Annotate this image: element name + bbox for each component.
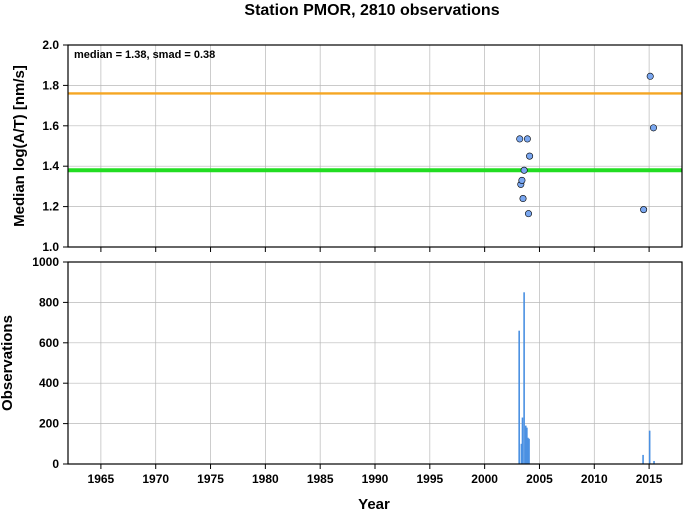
data-point <box>524 210 532 218</box>
median-x-ticks <box>100 247 650 252</box>
data-point <box>526 152 534 160</box>
observation-bar <box>527 437 529 464</box>
observations-y-tick-label: 800 <box>39 295 59 309</box>
chart-title: Station PMOR, 2810 observations <box>244 2 499 19</box>
median-y-tick-label: 2.0 <box>42 38 59 52</box>
median-y-tick-label: 1.8 <box>42 78 59 92</box>
x-tick-label: 1985 <box>307 472 334 486</box>
stats-annotation: median = 1.38, smad = 0.38 <box>74 49 215 61</box>
median-y-ticks: 1.0 1.2 1.4 1.6 1.8 2.0 <box>42 38 68 254</box>
x-tick-label: 1990 <box>362 472 389 486</box>
observations-x-ticks: 1965 1970 1975 1980 1985 1990 1995 2000 2005 2010… <box>88 464 663 486</box>
median-y-tick-label: 1.4 <box>42 159 59 173</box>
observation-bar <box>528 438 530 464</box>
median-y-tick-label: 1.2 <box>42 200 59 214</box>
x-tick-label: 2000 <box>471 472 498 486</box>
x-tick-label: 2010 <box>581 472 608 486</box>
data-point <box>646 72 654 80</box>
x-tick-label: 1980 <box>252 472 279 486</box>
x-tick-label: 2005 <box>526 472 553 486</box>
observation-bar <box>518 330 520 464</box>
x-axis-label: Year <box>358 496 390 511</box>
data-point <box>518 176 526 184</box>
median-grid <box>68 44 682 248</box>
observations-y-tick-label: 0 <box>52 457 59 471</box>
observation-bar <box>526 427 528 464</box>
observation-bar <box>521 417 524 464</box>
observations-y-tick-label: 1000 <box>32 255 59 269</box>
data-point <box>523 135 531 143</box>
x-tick-label: 1970 <box>142 472 169 486</box>
observations-y-tick-label: 400 <box>39 376 59 390</box>
observation-bars <box>518 292 655 464</box>
x-tick-label: 1965 <box>88 472 115 486</box>
observations-y-axis-label: Observations <box>0 315 16 411</box>
observation-bar <box>642 454 644 464</box>
data-point <box>520 166 528 174</box>
x-tick-label: 1975 <box>197 472 224 486</box>
observations-y-tick-label: 600 <box>39 336 59 350</box>
data-point <box>649 124 657 132</box>
data-point <box>519 195 527 203</box>
observation-bar <box>648 430 651 464</box>
reference-lines <box>68 92 682 173</box>
x-tick-label: 1995 <box>416 472 443 486</box>
observation-bar <box>653 460 655 464</box>
observation-bar <box>524 425 527 464</box>
median-panel: 1.0 1.2 1.4 1.6 1.8 2.0 median = 1.38, smad =… <box>11 38 683 254</box>
median-y-axis-label: Median log(A/T) [nm/s] <box>11 65 28 227</box>
x-tick-label: 2015 <box>636 472 663 486</box>
data-point <box>640 206 648 214</box>
median-y-tick-label: 1.6 <box>42 119 59 133</box>
observations-y-tick-label: 200 <box>39 417 59 431</box>
data-point <box>516 135 524 143</box>
median-y-tick-label: 1.0 <box>42 240 59 254</box>
observations-y-ticks: 0 200 400 600 800 1000 <box>32 255 68 471</box>
median-points <box>516 72 657 218</box>
observation-bar <box>520 443 523 464</box>
observation-bar <box>523 292 525 464</box>
